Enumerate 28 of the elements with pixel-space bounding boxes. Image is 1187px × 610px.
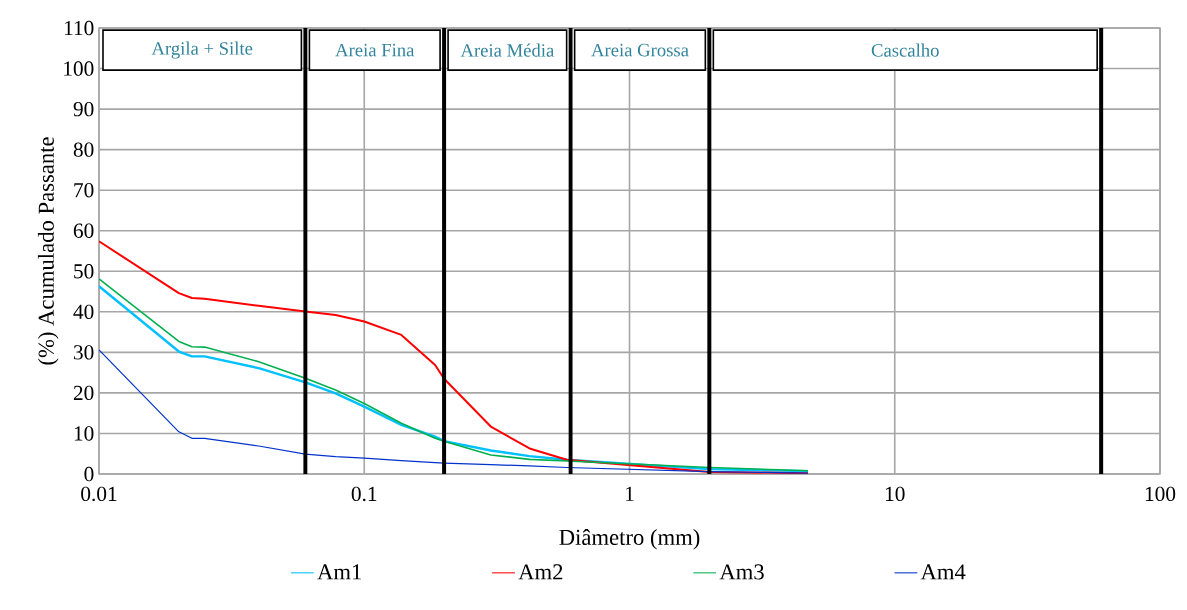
legend-label: Am3 [719, 564, 764, 580]
band-label: Areia Grossa [591, 43, 689, 57]
y-tick-label: 80 [73, 142, 94, 157]
x-tick-label: 100 [1145, 486, 1176, 502]
y-tick-label: 40 [73, 304, 94, 320]
legend-label: Am4 [920, 564, 966, 580]
legend-label: Am2 [518, 564, 563, 580]
y-tick-label: 10 [74, 426, 94, 441]
x-tick-label: 1 [626, 486, 634, 501]
y-tick-label: 50 [74, 264, 94, 279]
x-tick-label: 0.1 [351, 486, 377, 502]
legend-label: Am1 [317, 564, 361, 580]
y-tick-label: 110 [64, 20, 94, 36]
y-tick-label: 100 [64, 61, 94, 76]
y-tick-label: 90 [73, 101, 94, 117]
band-label: Areia Média [460, 43, 555, 57]
y-tick-label: 70 [74, 182, 94, 198]
y-tick-label: 30 [73, 345, 94, 360]
y-tick-label: 60 [73, 223, 94, 238]
x-tick-label: 0.01 [81, 486, 117, 502]
y-axis-title: (%) Acumulado Passante [37, 137, 59, 365]
band-label: Argila + Silte [151, 41, 253, 59]
band-label: Areia Fina [335, 43, 415, 57]
x-axis-title: Diâmetro (mm) [559, 529, 700, 550]
band-label: Cascalho [871, 43, 939, 57]
y-tick-label: 0 [84, 466, 94, 482]
x-tick-label: 10 [885, 486, 905, 502]
y-tick-label: 20 [73, 385, 94, 401]
